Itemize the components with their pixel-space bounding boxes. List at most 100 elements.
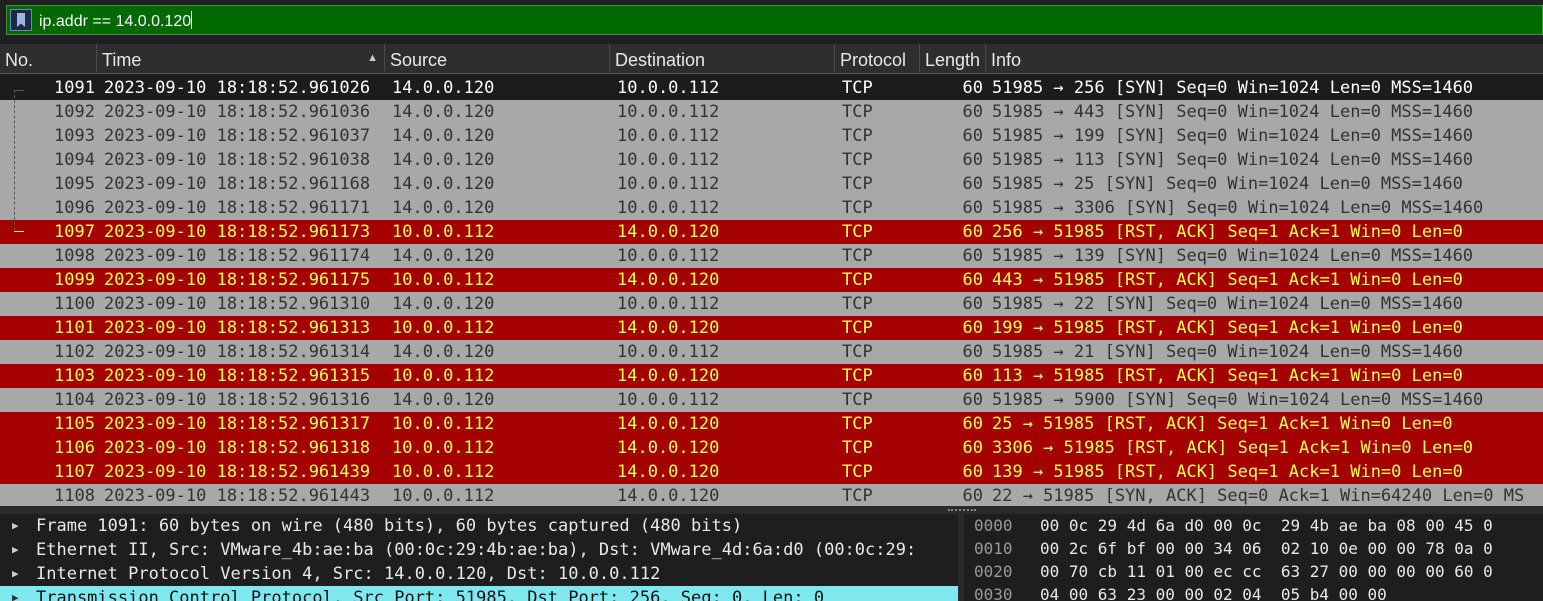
packet-bytes-pane[interactable]: 0000 00 0c 29 4d 6a d0 00 0c 29 4b ae ba …: [964, 514, 1543, 601]
packet-cell-time: 2023-09-10 18:18:52.961037: [104, 126, 371, 146]
display-filter-text: ip.addr == 14.0.0.120: [39, 11, 193, 30]
packet-cell-time: 2023-09-10 18:18:52.961174: [104, 246, 371, 266]
detail-tree-item[interactable]: ▶ Internet Protocol Version 4, Src: 14.0.…: [0, 562, 958, 586]
expand-arrow-icon[interactable]: ▶: [12, 591, 19, 601]
packet-cell-info: 256 → 51985 [RST, ACK] Seq=1 Ack=1 Win=0…: [992, 222, 1463, 242]
packet-cell-proto: TCP: [842, 438, 873, 458]
packet-cell-len: 60: [962, 414, 983, 434]
packet-cell-len: 60: [962, 366, 983, 386]
packet-cell-len: 60: [962, 462, 983, 482]
packet-cell-src: 14.0.0.120: [392, 78, 495, 98]
expand-arrow-icon[interactable]: ▶: [12, 567, 19, 580]
packet-cell-proto: TCP: [842, 294, 873, 314]
packet-cell-len: 60: [962, 438, 983, 458]
hex-row[interactable]: 0030 04 00 63 23 00 00 02 04 05 b4 00 00: [964, 583, 1543, 601]
packet-cell-len: 60: [962, 78, 983, 98]
packet-row[interactable]: 1107 2023-09-10 18:18:52.961439 10.0.0.112…: [0, 460, 1543, 484]
packet-list[interactable]: 1091 2023-09-10 18:18:52.961026 14.0.0.120…: [0, 76, 1543, 506]
packet-cell-time: 2023-09-10 18:18:52.961173: [104, 222, 371, 242]
column-header-length[interactable]: Length: [920, 44, 986, 74]
hex-row[interactable]: 0020 00 70 cb 11 01 00 ec cc 63 27 00 00 …: [964, 560, 1543, 583]
packet-cell-dst: 10.0.0.112: [617, 126, 720, 146]
packet-row[interactable]: 1097 2023-09-10 18:18:52.961173 10.0.0.112…: [0, 220, 1543, 244]
packet-cell-info: 51985 → 443 [SYN] Seq=0 Win=1024 Len=0 M…: [992, 102, 1474, 122]
detail-tree-item[interactable]: ▶ Transmission Control Protocol, Src Port…: [0, 586, 958, 601]
pane-vertical-splitter[interactable]: [958, 514, 964, 601]
detail-tree-item[interactable]: ▶ Frame 1091: 60 bytes on wire (480 bits)…: [0, 514, 958, 538]
packet-row[interactable]: 1104 2023-09-10 18:18:52.961316 14.0.0.120…: [0, 388, 1543, 412]
packet-cell-time: 2023-09-10 18:18:52.961313: [104, 318, 371, 338]
packet-cell-info: 3306 → 51985 [RST, ACK] Seq=1 Ack=1 Win=…: [992, 438, 1474, 458]
packet-cell-dst: 14.0.0.120: [617, 438, 720, 458]
packet-row[interactable]: 1108 2023-09-10 18:18:52.961443 10.0.0.112…: [0, 484, 1543, 506]
hex-row[interactable]: 0000 00 0c 29 4d 6a d0 00 0c 29 4b ae ba …: [964, 514, 1543, 537]
column-header-time[interactable]: Time ▲: [97, 44, 385, 74]
packet-row[interactable]: 1103 2023-09-10 18:18:52.961315 10.0.0.112…: [0, 364, 1543, 388]
packet-row[interactable]: 1091 2023-09-10 18:18:52.961026 14.0.0.120…: [0, 76, 1543, 100]
packet-row[interactable]: 1096 2023-09-10 18:18:52.961171 14.0.0.120…: [0, 196, 1543, 220]
packet-cell-time: 2023-09-10 18:18:52.961175: [104, 270, 371, 290]
packet-row[interactable]: 1092 2023-09-10 18:18:52.961036 14.0.0.120…: [0, 100, 1543, 124]
packet-cell-info: 51985 → 113 [SYN] Seq=0 Win=1024 Len=0 M…: [992, 150, 1474, 170]
splitter-grip-icon: [948, 509, 976, 513]
packet-cell-proto: TCP: [842, 246, 873, 266]
packet-cell-no: 1105: [54, 414, 95, 434]
packet-cell-time: 2023-09-10 18:18:52.961314: [104, 342, 371, 362]
hex-offset: 0020: [974, 562, 1013, 581]
packet-cell-time: 2023-09-10 18:18:52.961316: [104, 390, 371, 410]
packet-cell-time: 2023-09-10 18:18:52.961168: [104, 174, 371, 194]
packet-row[interactable]: 1100 2023-09-10 18:18:52.961310 14.0.0.120…: [0, 292, 1543, 316]
expand-arrow-icon[interactable]: ▶: [12, 519, 19, 532]
packet-cell-proto: TCP: [842, 390, 873, 410]
detail-tree-item[interactable]: ▶ Ethernet II, Src: VMware_4b:ae:ba (00:0…: [0, 538, 958, 562]
packet-cell-no: 1101: [54, 318, 95, 338]
column-header-info[interactable]: Info: [991, 50, 1022, 70]
packet-details-pane[interactable]: ▶ Frame 1091: 60 bytes on wire (480 bits)…: [0, 514, 958, 601]
display-filter-input[interactable]: ip.addr == 14.0.0.120: [6, 5, 1543, 35]
packet-row[interactable]: 1101 2023-09-10 18:18:52.961313 10.0.0.112…: [0, 316, 1543, 340]
detail-tree-label: Frame 1091: 60 bytes on wire (480 bits),…: [36, 516, 743, 536]
packet-cell-no: 1107: [54, 462, 95, 482]
packet-row[interactable]: 1106 2023-09-10 18:18:52.961318 10.0.0.112…: [0, 436, 1543, 460]
packet-cell-proto: TCP: [842, 414, 873, 434]
packet-row[interactable]: 1102 2023-09-10 18:18:52.961314 14.0.0.120…: [0, 340, 1543, 364]
hex-row[interactable]: 0010 00 2c 6f bf 00 00 34 06 02 10 0e 00 …: [964, 537, 1543, 560]
packet-cell-proto: TCP: [842, 198, 873, 218]
packet-cell-src: 10.0.0.112: [392, 438, 495, 458]
packet-row[interactable]: 1093 2023-09-10 18:18:52.961037 14.0.0.120…: [0, 124, 1543, 148]
packet-row[interactable]: 1098 2023-09-10 18:18:52.961174 14.0.0.120…: [0, 244, 1543, 268]
hex-bytes: 00 70 cb 11 01 00 ec cc 63 27 00 00 00 0…: [1040, 562, 1493, 581]
packet-cell-time: 2023-09-10 18:18:52.961036: [104, 102, 371, 122]
packet-cell-proto: TCP: [842, 462, 873, 482]
expand-arrow-icon[interactable]: ▶: [12, 543, 19, 556]
packet-cell-dst: 14.0.0.120: [617, 486, 720, 506]
packet-cell-proto: TCP: [842, 486, 873, 506]
column-header-destination[interactable]: Destination: [610, 44, 835, 74]
packet-cell-no: 1092: [54, 102, 95, 122]
column-header-source[interactable]: Source: [385, 44, 610, 74]
packet-cell-time: 2023-09-10 18:18:52.961038: [104, 150, 371, 170]
hex-offset: 0010: [974, 539, 1013, 558]
packet-cell-src: 10.0.0.112: [392, 270, 495, 290]
packet-cell-src: 14.0.0.120: [392, 150, 495, 170]
hex-offset: 0000: [974, 516, 1013, 535]
packet-cell-len: 60: [962, 174, 983, 194]
bookmark-icon[interactable]: [10, 9, 32, 31]
packet-cell-len: 60: [962, 198, 983, 218]
packet-row[interactable]: 1095 2023-09-10 18:18:52.961168 14.0.0.120…: [0, 172, 1543, 196]
packet-cell-proto: TCP: [842, 366, 873, 386]
column-header-protocol[interactable]: Protocol: [835, 44, 920, 74]
packet-row[interactable]: 1099 2023-09-10 18:18:52.961175 10.0.0.112…: [0, 268, 1543, 292]
packet-row[interactable]: 1105 2023-09-10 18:18:52.961317 10.0.0.112…: [0, 412, 1543, 436]
packet-cell-no: 1095: [54, 174, 95, 194]
packet-cell-len: 60: [962, 318, 983, 338]
packet-cell-src: 14.0.0.120: [392, 198, 495, 218]
packet-cell-no: 1106: [54, 438, 95, 458]
pane-splitter[interactable]: [0, 506, 1543, 514]
packet-cell-src: 10.0.0.112: [392, 366, 495, 386]
packet-cell-src: 14.0.0.120: [392, 102, 495, 122]
packet-row[interactable]: 1094 2023-09-10 18:18:52.961038 14.0.0.120…: [0, 148, 1543, 172]
detail-tree-label: Transmission Control Protocol, Src Port:…: [36, 588, 825, 601]
column-header-no[interactable]: No.: [0, 44, 97, 74]
packet-cell-info: 51985 → 5900 [SYN] Seq=0 Win=1024 Len=0 …: [992, 390, 1484, 410]
